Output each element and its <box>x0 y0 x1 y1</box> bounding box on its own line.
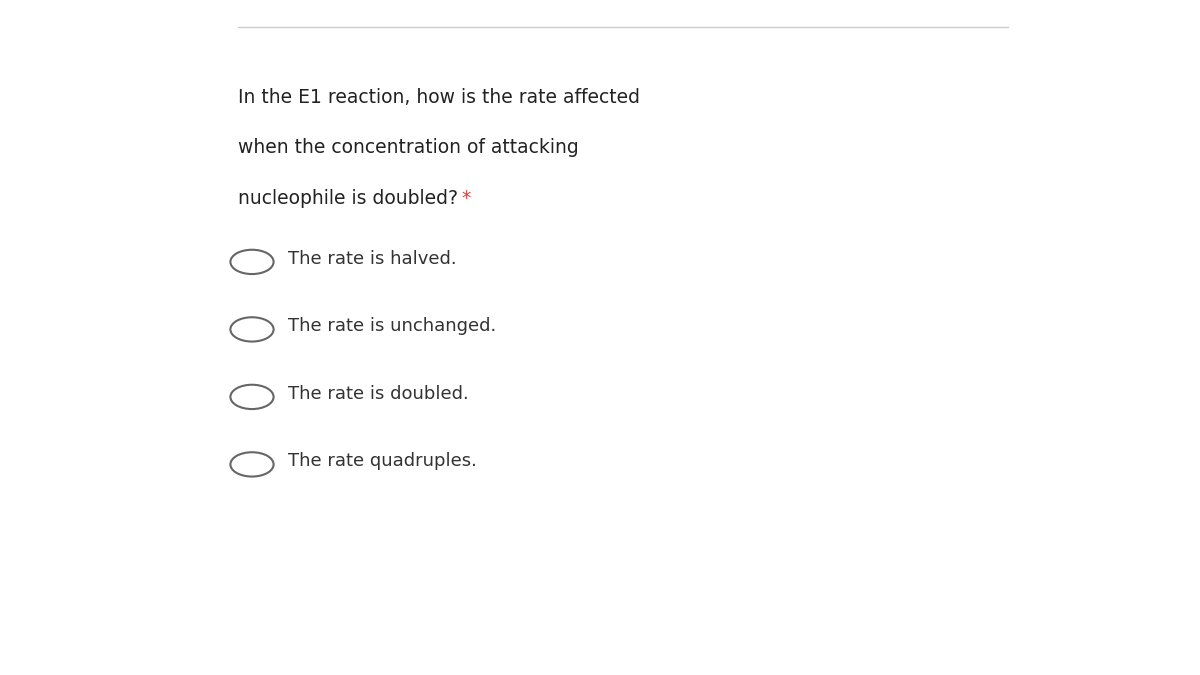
Text: The rate quadruples.: The rate quadruples. <box>288 452 476 470</box>
Text: The rate is doubled.: The rate is doubled. <box>288 385 469 403</box>
Text: In the E1 reaction, how is the rate affected: In the E1 reaction, how is the rate affe… <box>238 88 640 107</box>
Text: *: * <box>456 189 472 208</box>
Text: The rate is halved.: The rate is halved. <box>288 250 457 268</box>
Text: when the concentration of attacking: when the concentration of attacking <box>238 138 578 157</box>
Text: nucleophile is doubled?: nucleophile is doubled? <box>238 189 457 208</box>
Text: The rate is unchanged.: The rate is unchanged. <box>288 317 497 335</box>
